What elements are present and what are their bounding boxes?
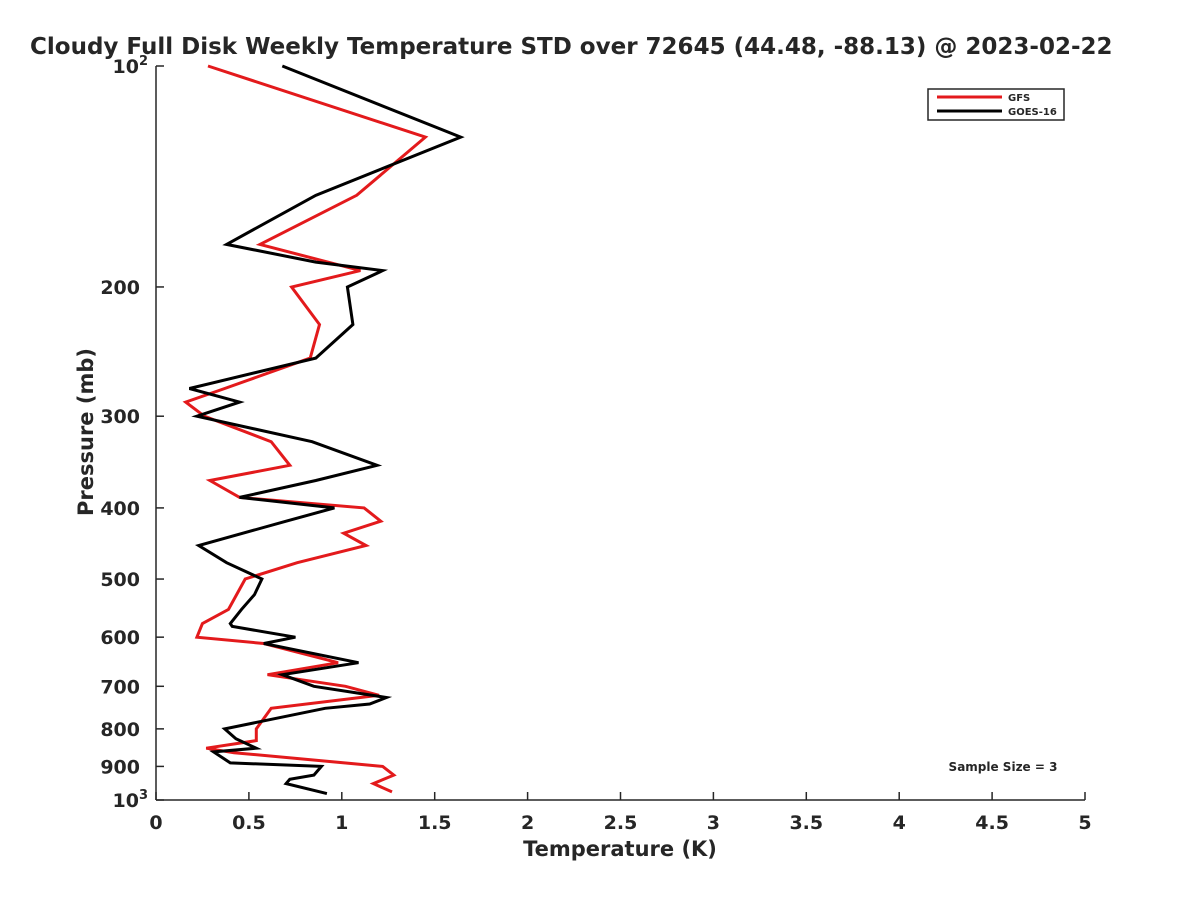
chart-title: Cloudy Full Disk Weekly Temperature STD …	[30, 34, 1113, 60]
legend-label: GFS	[1008, 93, 1030, 104]
y-tick-label-exponent: 3	[139, 788, 148, 803]
x-tick-label: 4.5	[975, 812, 1009, 834]
y-tick-label: 900	[100, 756, 140, 778]
y-tick-label: 400	[100, 498, 140, 520]
y-tick-label: 600	[100, 627, 140, 649]
x-tick-label: 0	[149, 812, 162, 834]
series-line-gfs	[182, 64, 429, 794]
y-tick-label: 800	[100, 719, 140, 741]
x-tick-label: 4	[893, 812, 906, 834]
series-layer	[182, 64, 465, 796]
y-tick-label: 700	[100, 676, 140, 698]
legend-label: GOES-16	[1008, 107, 1057, 118]
y-tick-label-exponent: 2	[139, 54, 148, 69]
y-tick-label-base: 10	[113, 790, 139, 812]
x-tick-label: 5	[1078, 812, 1091, 834]
x-tick-label: 1.5	[418, 812, 452, 834]
plot-area	[155, 66, 1085, 801]
y-axis-label: Pressure (mb)	[74, 348, 98, 516]
y-tick-label-base: 10	[113, 56, 139, 78]
x-tick-label: 3.5	[789, 812, 823, 834]
x-tick-label: 1	[335, 812, 348, 834]
sample-size-annotation: Sample Size = 3	[949, 760, 1058, 774]
x-tick-label: 3	[707, 812, 720, 834]
series-line-goes-16	[189, 64, 465, 796]
y-tick-label: 200	[100, 277, 140, 299]
y-tick-label: 102	[113, 54, 149, 78]
x-axis-label: Temperature (K)	[523, 837, 717, 861]
legend-box	[927, 88, 1065, 121]
legend: GFS GOES-16	[927, 88, 1065, 121]
x-tick-label: 2.5	[604, 812, 638, 834]
x-tick-label: 2	[521, 812, 534, 834]
x-axis: 0 0.5 1 1.5 2 2.5 3 3.5 4 4.5 5	[149, 792, 1092, 834]
y-tick-label: 300	[100, 406, 140, 428]
y-tick-label: 500	[100, 569, 140, 591]
x-tick-label: 0.5	[232, 812, 266, 834]
y-tick-label: 103	[113, 788, 149, 812]
